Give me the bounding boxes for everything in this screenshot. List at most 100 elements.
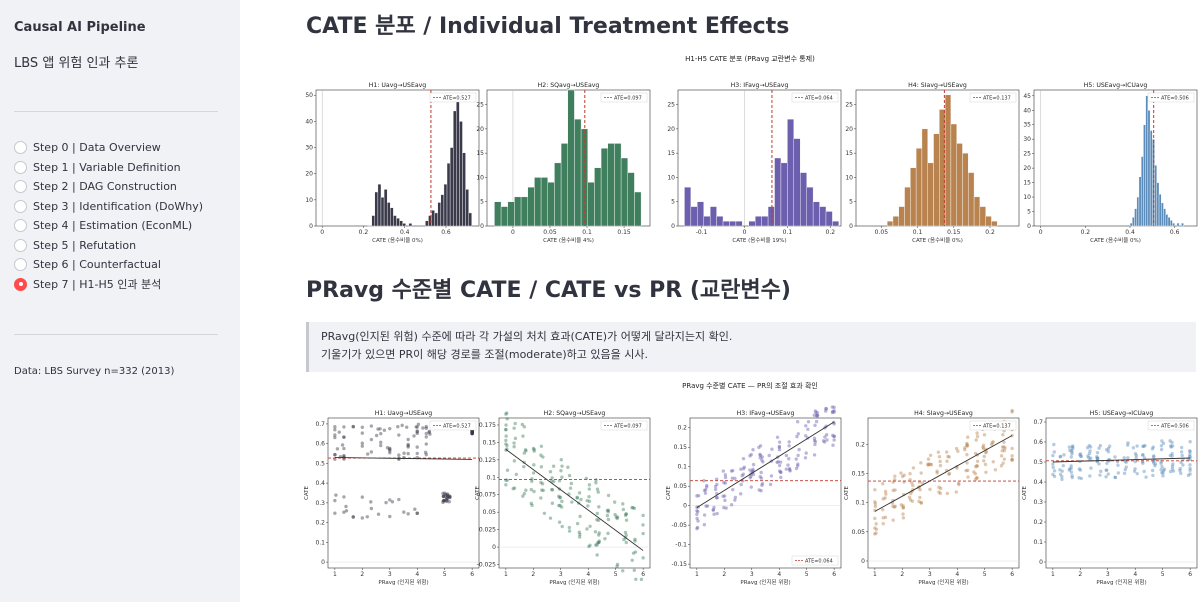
- scatter-point: [881, 507, 885, 512]
- scatter-point: [333, 498, 337, 503]
- y-tick-label: 0.4: [315, 480, 325, 487]
- histogram-bar: [534, 177, 542, 227]
- scatter-point: [824, 433, 829, 437]
- scatter-point: [369, 450, 374, 454]
- scatter-point: [470, 431, 474, 436]
- histogram-bar: [456, 95, 460, 227]
- scatter-point: [424, 452, 428, 457]
- trend-line: [505, 449, 644, 551]
- scatter-point: [470, 429, 474, 434]
- radio-icon[interactable]: [14, 258, 27, 272]
- step-option-3[interactable]: Step 3 | Identification (DoWhy): [14, 197, 234, 217]
- histogram-bar: [1158, 193, 1162, 227]
- step-option-4[interactable]: Step 4 | Estimation (EconML): [14, 216, 234, 236]
- scatter-point: [1070, 448, 1074, 453]
- step-option-0[interactable]: Step 0 | Data Overview: [14, 138, 234, 158]
- scatter-point: [975, 476, 979, 480]
- radio-icon[interactable]: [14, 141, 27, 155]
- scatter-point: [1070, 444, 1075, 448]
- step-radio-group[interactable]: Step 0 | Data Overview Step 1 | Variable …: [14, 138, 234, 294]
- scatter-point: [975, 459, 980, 463]
- y-tick-label: 0: [492, 544, 496, 551]
- histogram-bar: [927, 162, 934, 227]
- scatter-point: [777, 444, 782, 449]
- legend-label: ATE=0.137: [983, 423, 1011, 429]
- scatter-point: [723, 473, 728, 477]
- radio-selected-icon[interactable]: [14, 277, 27, 291]
- scatter-point: [376, 427, 380, 431]
- histogram-bar: [514, 196, 522, 227]
- scatter-point: [593, 530, 598, 534]
- scatter-point: [918, 495, 922, 500]
- scatter-point: [760, 483, 764, 487]
- scatter-point: [623, 513, 628, 518]
- scatter-point: [901, 512, 905, 516]
- scatter-point: [788, 469, 792, 473]
- legend-label: ATE=0.097: [614, 95, 642, 101]
- scatter-point: [551, 464, 556, 468]
- x-tick-label: 4: [1133, 571, 1137, 578]
- y-tick-label: 0.5: [1033, 459, 1043, 466]
- y-tick-label: 0.1: [855, 500, 865, 507]
- scatter-point: [595, 487, 600, 491]
- histogram-bar: [459, 121, 463, 227]
- scatter-point: [615, 516, 619, 521]
- x-tick-label: 6: [832, 571, 836, 578]
- scatter-point: [946, 454, 950, 459]
- scatter-point: [1097, 446, 1101, 450]
- panel-title: H5: USEavg→ICUavg: [1084, 82, 1148, 89]
- y-tick-label: 10: [667, 174, 675, 181]
- radio-icon[interactable]: [14, 160, 27, 174]
- y-tick-label: 0: [683, 503, 687, 510]
- step-option-1[interactable]: Step 1 | Variable Definition: [14, 158, 234, 178]
- scatter-point: [919, 501, 924, 505]
- scatter-point: [695, 526, 699, 531]
- x-tick-label: 0.2: [359, 229, 369, 236]
- histogram-bar: [500, 206, 508, 227]
- scatter-point: [945, 491, 950, 496]
- scatter-point: [470, 430, 474, 434]
- y-tick-label: 0.025: [479, 527, 496, 534]
- scatter-point: [1134, 456, 1138, 460]
- scatter-point: [1153, 462, 1158, 466]
- x-tick-label: -0.1: [696, 229, 708, 236]
- scatter-point: [624, 533, 628, 537]
- scatter-point: [559, 458, 563, 462]
- scatter-point: [540, 482, 545, 486]
- radio-icon[interactable]: [14, 238, 27, 252]
- radio-icon[interactable]: [14, 219, 27, 233]
- scatter-point: [1070, 452, 1074, 456]
- step-option-2[interactable]: Step 2 | DAG Construction: [14, 177, 234, 197]
- scatter-point: [975, 476, 979, 480]
- scatter-point: [445, 494, 450, 499]
- x-axis-label: CATE (음수비율 0%): [1090, 236, 1141, 244]
- step-label: Step 1 | Variable Definition: [33, 160, 181, 174]
- scatter-point: [447, 495, 452, 500]
- scatter-point: [751, 448, 755, 452]
- radio-icon[interactable]: [14, 199, 27, 213]
- step-option-5[interactable]: Step 5 | Refutation: [14, 236, 234, 256]
- scatter-point: [585, 527, 589, 531]
- scatter-point: [823, 435, 827, 439]
- scatter-point: [1187, 449, 1192, 453]
- scatter-point: [758, 474, 762, 479]
- step-option-7[interactable]: Step 7 | H1-H5 인과 분석: [14, 275, 234, 295]
- scatter-point: [384, 500, 388, 505]
- radio-icon[interactable]: [14, 180, 27, 194]
- scatter-point: [1116, 471, 1121, 475]
- step-option-6[interactable]: Step 6 | Counterfactual: [14, 255, 234, 275]
- scatter-point: [621, 507, 626, 512]
- scatter-point: [713, 484, 718, 489]
- y-tick-label: 0.125: [479, 457, 496, 464]
- scatter-point: [983, 462, 988, 467]
- scatter-point: [832, 422, 836, 426]
- legend-box: [600, 420, 648, 431]
- scatter-point: [448, 495, 452, 500]
- scatter-point: [1126, 456, 1130, 460]
- scatter-point: [937, 490, 941, 494]
- scatter-point: [1179, 450, 1184, 454]
- scatter-point: [470, 430, 474, 435]
- histogram-bar: [1147, 110, 1151, 227]
- scatter-point: [1133, 467, 1137, 471]
- scatter-point: [1088, 474, 1092, 478]
